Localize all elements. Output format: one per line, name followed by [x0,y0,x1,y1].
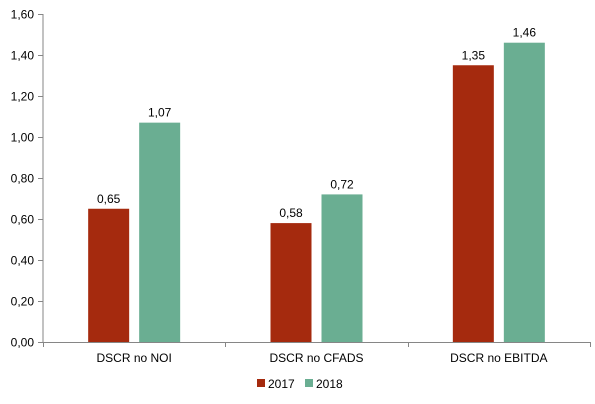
x-tick-label: DSCR no EBITDA [450,351,547,365]
data-label: 1,07 [148,106,172,120]
x-tick-label: DSCR no NOI [96,351,171,365]
y-tick-label: 0,40 [11,254,35,268]
data-label: 1,35 [462,48,486,62]
legend-swatch-2017 [257,379,265,387]
y-tick-label: 0,00 [11,336,35,350]
y-tick-label: 0,80 [11,172,35,186]
bar-2018-2 [321,194,363,342]
legend: 2017 2018 [257,377,343,391]
bar-2018-3 [503,42,545,342]
legend-label: 2017 [268,377,295,391]
x-axis: DSCR no NOI DSCR no CFADS DSCR no EBITDA [43,342,591,365]
data-labels: 0,65 1,07 0,58 0,72 1,35 1,46 [97,26,536,220]
x-tick-label: DSCR no CFADS [269,351,363,365]
bar-2017-1 [88,208,130,342]
data-label: 0,58 [279,206,303,220]
bar-2017-2 [270,223,312,342]
bar-2017-3 [452,65,494,342]
y-tick-label: 1,20 [11,90,35,104]
data-label: 0,72 [330,177,354,191]
legend-swatch-2018 [305,379,313,387]
y-tick-label: 0,20 [11,295,35,309]
y-tick-label: 1,00 [11,131,35,145]
y-tick-label: 1,60 [11,8,35,22]
y-axis: 0,00 0,20 0,40 0,60 0,80 1,00 1,20 1,40 1,60 [11,8,44,350]
bars [88,42,545,343]
y-tick-label: 1,40 [11,49,35,63]
legend-label: 2018 [316,377,343,391]
bar-2018-1 [139,122,181,343]
data-label: 0,65 [97,192,121,206]
y-tick-label: 0,60 [11,213,35,227]
data-label: 1,46 [513,26,537,40]
